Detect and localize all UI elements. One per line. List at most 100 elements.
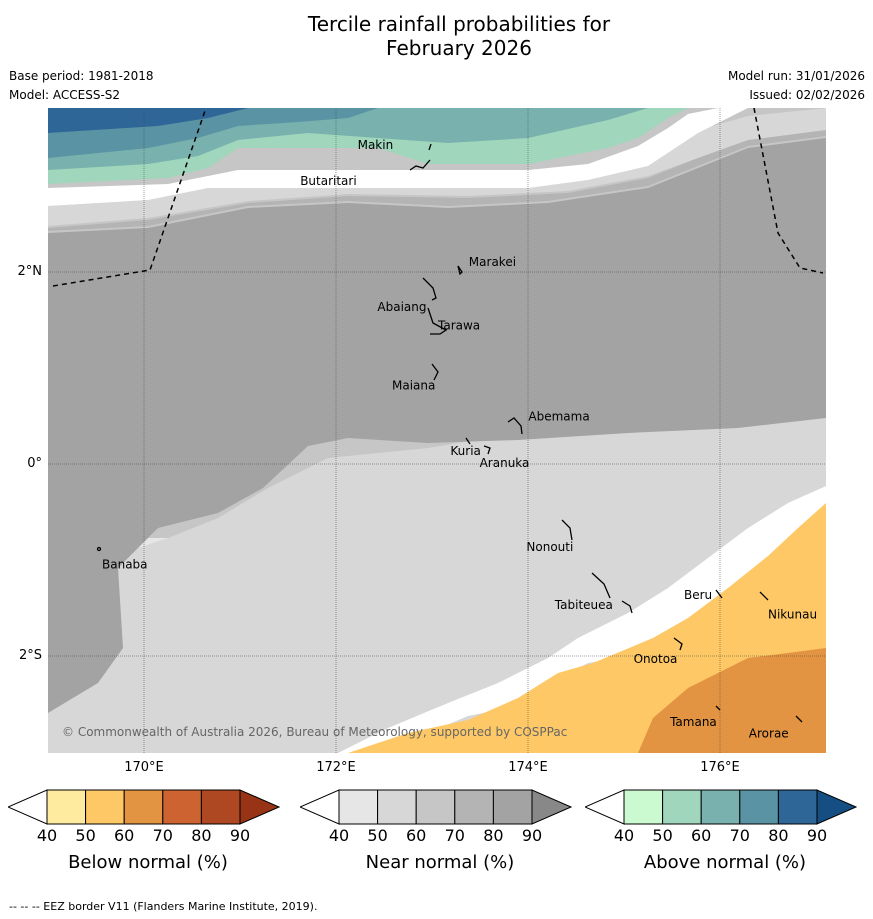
eez-border-east — [753, 108, 824, 274]
island-label-arorae: Arorae — [749, 727, 789, 741]
lat-tick-label: 2°N — [17, 264, 43, 279]
butaritari-atoll — [409, 159, 431, 171]
colorbar-swatches — [8, 789, 280, 825]
model-run: Model run: 31/01/2026 — [727, 69, 865, 83]
near-normal-lighter-band — [48, 108, 826, 226]
colorbar-segment — [623, 789, 664, 825]
colorbar-tick-label: 90 — [806, 826, 828, 845]
colorbar-extend-low — [300, 789, 340, 825]
colorbar-tick-label: 80 — [483, 826, 504, 845]
lon-tick-label: 172°E — [316, 760, 356, 775]
below-normal-60-70-region — [638, 648, 826, 753]
colorbar-title: Near normal (%) — [365, 852, 515, 873]
colorbar-extend-high — [531, 789, 572, 825]
nonouti-atoll — [561, 519, 573, 541]
colorbar-ticks: 40 50 60 70 80 90 — [585, 826, 865, 846]
title-line-2: February 2026 — [386, 36, 532, 60]
colorbar-segment — [46, 789, 87, 825]
colorbar-tick-label: 60 — [691, 826, 712, 845]
colorbar-segment — [123, 789, 164, 825]
rainfall-map: Makin Butaritari Marakei Abaiang Tarawa Maian… — [48, 108, 826, 753]
island-label-tamana: Tamana — [669, 715, 717, 729]
island-label-nonouti: Nonouti — [526, 540, 573, 554]
colorbar-tick-label: 40 — [36, 826, 58, 845]
colorbar-near: 40 50 60 70 80 90 Near normal (%) — [300, 788, 580, 873]
colorbar-segment — [338, 789, 379, 825]
eez-footnote: -- -- -- EEZ border V11 (Flanders Marine… — [9, 900, 318, 913]
colorbar-segment — [777, 789, 818, 825]
base-period: Base period: 1981-2018 — [9, 69, 154, 83]
colorbar-tick-label: 80 — [191, 826, 212, 845]
colorbar-extend-high — [816, 789, 857, 825]
marakei-atoll — [457, 265, 463, 276]
colorbar-tick-label: 50 — [652, 826, 673, 845]
island-outlines — [96, 143, 803, 723]
colorbar-tick-label: 40 — [328, 826, 350, 845]
abemama-atoll — [507, 417, 523, 435]
colorbar-extend-low — [585, 789, 625, 825]
map-title: Tercile rainfall probabilities for Febru… — [0, 12, 873, 60]
colorbar-swatches — [300, 789, 572, 825]
near-normal-70-80-region — [48, 138, 826, 713]
title-line-1: Tercile rainfall probabilities for — [307, 12, 611, 36]
lon-tick-label: 174°E — [508, 760, 548, 775]
banaba-island — [96, 546, 102, 552]
abaiang-atoll — [422, 277, 437, 301]
nikunau-atoll — [759, 591, 769, 601]
colorbar-above: 40 50 60 70 80 90 Above normal (%) — [585, 788, 865, 873]
island-label-marakei: Marakei — [469, 255, 516, 269]
colorbar-ticks: 40 50 60 70 80 90 — [8, 826, 288, 846]
meta-left: Base period: 1981-2018 Model: ACCESS-S2 — [9, 67, 154, 105]
colorbar-tick-label: 80 — [768, 826, 789, 845]
colorbar-tick-label: 90 — [229, 826, 251, 845]
colorbar-segment — [492, 789, 533, 825]
colorbar-tick-label: 50 — [75, 826, 96, 845]
colorbar-tick-label: 60 — [114, 826, 135, 845]
island-label-maiana: Maiana — [392, 379, 435, 393]
island-label-onotoa: Onotoa — [634, 652, 678, 666]
graticule — [48, 108, 826, 753]
lat-tick-label: 0° — [27, 456, 42, 471]
above-normal-80-90-region — [48, 108, 248, 133]
colorbar-tick-label: 70 — [729, 826, 750, 845]
island-label-abaiang: Abaiang — [377, 300, 426, 314]
white-gap-north — [48, 108, 748, 206]
island-label-butaritari: Butaritari — [300, 174, 357, 188]
colorbar-segment — [415, 789, 456, 825]
island-label-beru: Beru — [684, 588, 712, 602]
colorbar-title: Above normal (%) — [643, 852, 807, 873]
arorae-atoll — [795, 715, 803, 723]
beru-atoll — [715, 589, 723, 599]
island-label-nikunau: Nikunau — [768, 607, 817, 621]
colorbar-extend-high — [239, 789, 280, 825]
island-label-aranuka: Aranuka — [480, 456, 530, 470]
kuria-atoll — [465, 437, 471, 445]
tabiteuea-atoll — [591, 572, 633, 614]
colorbar-title: Below normal (%) — [68, 852, 228, 873]
colorbar-extend-low — [8, 789, 48, 825]
colorbar-segment — [162, 789, 202, 825]
colorbar-ticks: 40 50 60 70 80 90 — [300, 826, 580, 846]
onotoa-atoll — [673, 637, 683, 651]
near-normal-60-70-band — [48, 128, 826, 231]
island-label-tarawa: Tarawa — [437, 319, 480, 333]
island-labels: Makin Butaritari Marakei Abaiang Tarawa Maian… — [102, 138, 817, 740]
tamana-atoll — [715, 705, 721, 711]
colorbar-segment — [662, 789, 702, 825]
island-label-abemama: Abemama — [528, 410, 589, 424]
maiana-atoll — [431, 363, 439, 381]
island-label-banaba: Banaba — [102, 557, 148, 571]
colorbar-tick-label: 70 — [152, 826, 173, 845]
aranuka-atoll — [483, 445, 491, 455]
colorbar-tick-label: 70 — [444, 826, 465, 845]
colorbar-segment — [739, 789, 779, 825]
colorbar-segment — [200, 789, 241, 825]
colorbar-tick-label: 50 — [367, 826, 388, 845]
model-name: Model: ACCESS-S2 — [9, 88, 121, 102]
colorbar-segment — [377, 789, 417, 825]
colorbar-segment — [454, 789, 494, 825]
lon-tick-label: 170°E — [124, 760, 164, 775]
island-label-makin: Makin — [358, 138, 394, 152]
lat-tick-label: 2°S — [18, 648, 42, 663]
white-gap-south — [338, 486, 826, 753]
